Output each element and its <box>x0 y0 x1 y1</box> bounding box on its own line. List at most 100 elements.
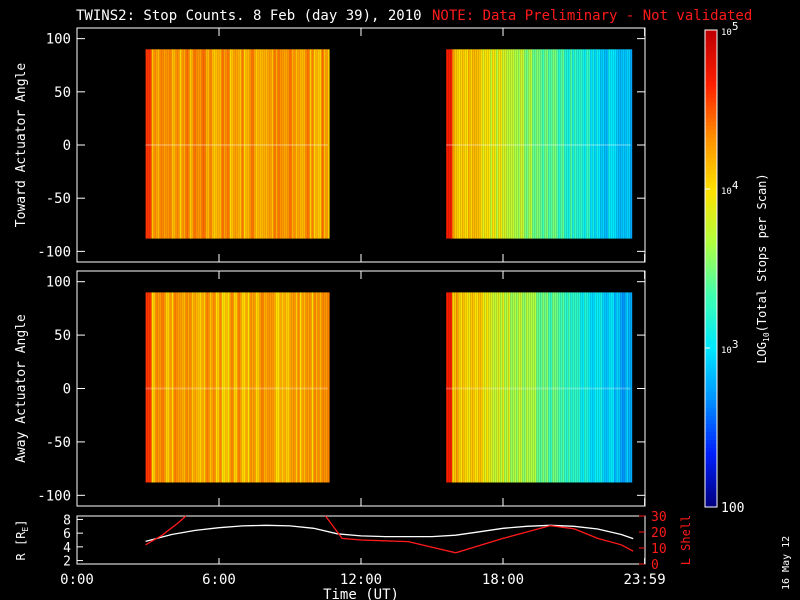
y-tick-label: -50 <box>46 435 71 451</box>
data-column <box>480 292 483 483</box>
data-column <box>155 49 158 239</box>
r-axis-label-sub: E <box>21 527 30 532</box>
data-column <box>153 292 156 483</box>
data-column <box>448 49 451 239</box>
data-column <box>544 292 547 483</box>
colorbar-step <box>705 204 717 210</box>
data-column <box>151 49 154 239</box>
data-column <box>303 292 306 483</box>
data-column <box>524 49 527 239</box>
data-column <box>554 49 557 239</box>
data-column <box>219 49 222 239</box>
colorbar-step <box>705 296 717 301</box>
data-column <box>568 292 571 483</box>
data-column <box>323 49 326 239</box>
colorbar-step <box>705 479 717 484</box>
data-column <box>476 49 479 239</box>
data-column <box>610 49 613 239</box>
y-tick-label: -50 <box>46 191 71 207</box>
data-column <box>616 292 619 483</box>
data-column <box>502 292 505 483</box>
colorbar-step <box>705 332 717 337</box>
colorbar-step <box>705 359 717 365</box>
data-column <box>313 292 316 483</box>
data-column <box>205 49 208 239</box>
data-column <box>622 49 625 239</box>
data-column <box>183 292 186 483</box>
colorbar-step <box>705 499 717 504</box>
data-column <box>598 49 601 239</box>
data-column <box>161 49 164 239</box>
data-column <box>207 49 210 239</box>
colorbar-step <box>705 89 717 95</box>
data-column <box>289 292 292 483</box>
data-column <box>450 49 453 239</box>
y-tick-label: 100 <box>46 275 71 291</box>
colorbar-step <box>705 185 717 190</box>
data-column <box>259 292 262 483</box>
y-tick-label: -100 <box>37 488 71 504</box>
r-series-line <box>145 524 634 543</box>
data-column <box>241 292 244 483</box>
data-column <box>183 49 186 239</box>
data-column <box>295 292 298 483</box>
data-column <box>277 49 280 239</box>
data-column <box>586 292 589 483</box>
colorbar-step <box>705 117 717 122</box>
date-stamp: 16 May 12 <box>781 536 792 590</box>
data-column <box>506 292 509 483</box>
data-column <box>510 292 513 483</box>
data-column <box>267 49 270 239</box>
colorbar-step <box>705 149 717 154</box>
data-column <box>560 49 563 239</box>
data-column <box>552 292 555 483</box>
colorbar-step <box>705 93 717 99</box>
colorbar-step <box>705 391 717 397</box>
colorbar-step <box>705 224 717 230</box>
colorbar-step <box>705 447 717 452</box>
data-column <box>327 49 330 239</box>
data-segment <box>145 292 330 483</box>
colorbar-step <box>705 503 717 508</box>
data-column <box>474 49 477 239</box>
data-column <box>219 292 222 483</box>
colorbar-step <box>705 244 717 250</box>
colorbar-step <box>705 200 717 206</box>
chart-title: TWINS2: Stop Counts. 8 Feb (day 39), 201… <box>76 8 422 24</box>
data-column <box>311 292 314 483</box>
data-column <box>448 292 451 483</box>
data-column <box>616 49 619 239</box>
r-tick-label: 4 <box>63 541 71 556</box>
data-column <box>261 292 264 483</box>
l-tick-label: 20 <box>651 526 667 541</box>
colorbar-step <box>705 161 717 166</box>
colorbar-step <box>705 431 717 437</box>
data-column <box>516 292 519 483</box>
data-column <box>179 292 182 483</box>
data-column <box>568 49 571 239</box>
data-column <box>271 292 274 483</box>
data-column <box>213 292 216 483</box>
data-column <box>317 292 320 483</box>
data-column <box>187 49 190 239</box>
data-column <box>522 49 525 239</box>
data-column <box>151 292 154 483</box>
data-column <box>600 49 603 239</box>
data-column <box>586 49 589 239</box>
data-column <box>283 292 286 483</box>
colorbar-step <box>705 133 717 138</box>
data-column <box>147 292 150 483</box>
data-column <box>205 292 208 483</box>
data-column <box>446 49 449 239</box>
colorbar-step <box>705 252 717 258</box>
data-column <box>508 49 511 239</box>
y-tick-label: 50 <box>54 85 71 101</box>
data-column <box>454 49 457 239</box>
colorbar-step <box>705 173 717 178</box>
data-column <box>221 49 224 239</box>
colorbar-step <box>705 280 717 285</box>
colorbar-step <box>705 264 717 270</box>
colorbar-tick-label: 100 <box>721 501 744 516</box>
colorbar-step <box>705 137 717 142</box>
data-column <box>452 292 455 483</box>
